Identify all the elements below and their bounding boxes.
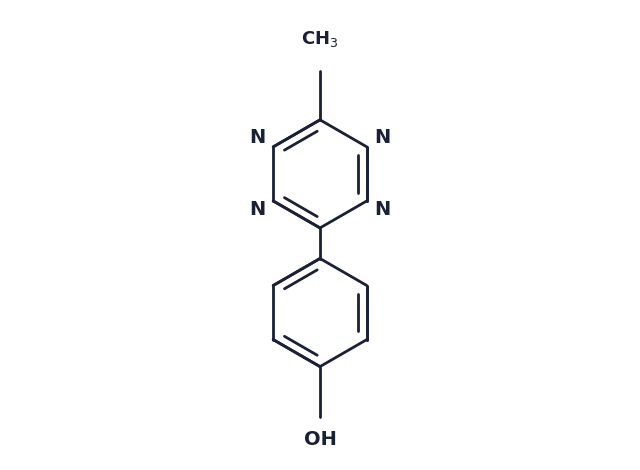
Text: N: N <box>250 200 266 219</box>
Text: N: N <box>250 128 266 148</box>
Text: N: N <box>374 128 390 148</box>
Text: CH$_3$: CH$_3$ <box>301 29 339 49</box>
Text: OH: OH <box>303 430 337 449</box>
Text: N: N <box>374 200 390 219</box>
